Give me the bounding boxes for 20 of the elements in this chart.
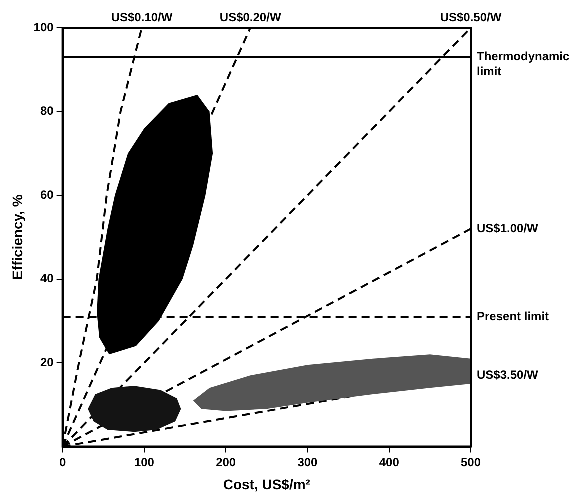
x-tick-label: 400 bbox=[379, 455, 400, 470]
y-tick-label: 60 bbox=[40, 188, 54, 202]
x-tick-label: 200 bbox=[216, 455, 236, 470]
x-tick-label: 500 bbox=[460, 455, 482, 470]
y-tick-label: 80 bbox=[40, 104, 54, 118]
x-tick-label: 100 bbox=[134, 455, 155, 470]
series-label: US$0.10/W bbox=[111, 10, 174, 24]
series-label: US$0.20/W bbox=[220, 10, 282, 24]
ref-line-label: Thermodynamic limit bbox=[477, 50, 570, 79]
y-tick-label: 40 bbox=[40, 272, 54, 286]
y-tick-label: 100 bbox=[34, 20, 54, 34]
y-axis-title: Efficiency, % bbox=[9, 194, 26, 280]
x-tick-label: 0 bbox=[59, 455, 66, 470]
x-tick-label: 300 bbox=[298, 455, 318, 470]
y-tick-label: 20 bbox=[40, 355, 54, 370]
series-label: US$3.50/W bbox=[477, 368, 540, 382]
series-label: US$1.00/W bbox=[477, 221, 540, 236]
series-label: US$0.50/W bbox=[440, 10, 502, 24]
ref-line-label: Present limit bbox=[477, 309, 550, 324]
x-axis-title: Cost, US$/m² bbox=[223, 476, 311, 492]
